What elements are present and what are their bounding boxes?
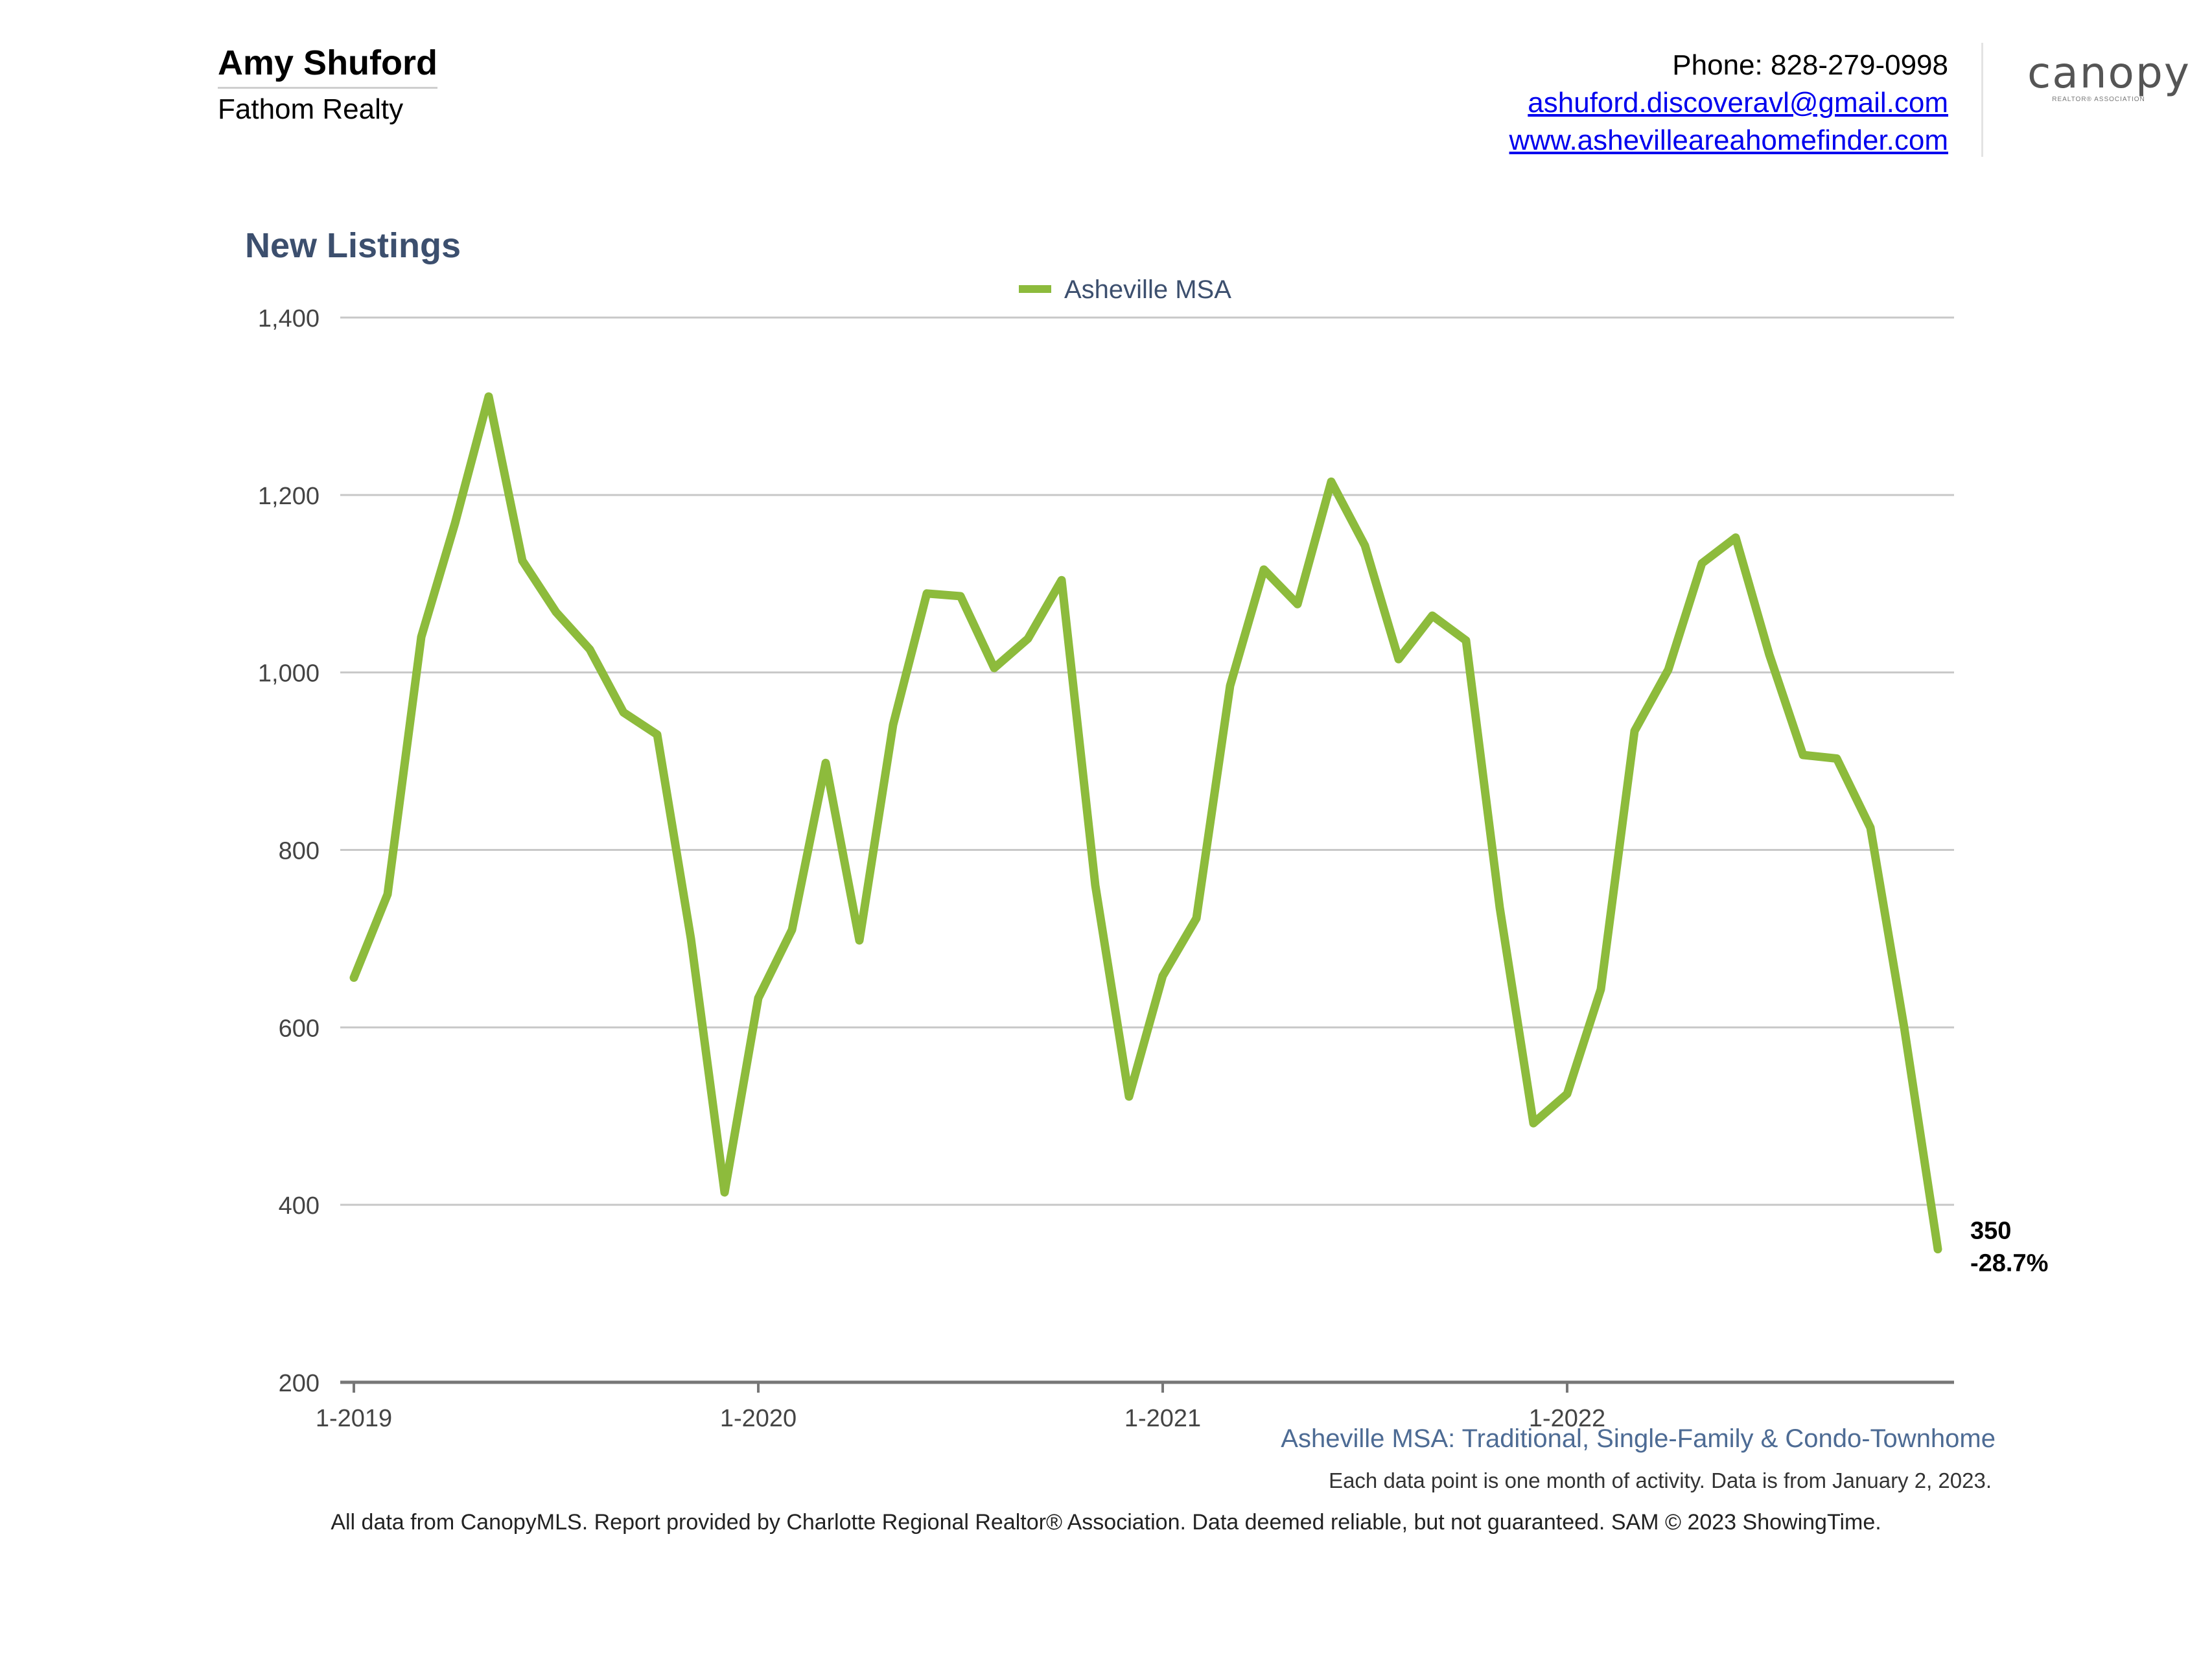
header-divider [1981,43,1983,157]
series-line [349,392,1942,1254]
logo-subtext: REALTOR® ASSOCIATION [2052,96,2145,103]
series-lines [349,392,1942,1254]
y-tick-label: 1,000 [258,660,320,688]
chart-subtitle: Asheville MSA: Traditional, Single-Famil… [1281,1424,1996,1453]
email-link[interactable]: ashuford.discoveravl@gmail.com [1528,87,1948,119]
x-tick-label: 1-2019 [316,1405,392,1432]
phone-number: Phone: 828-279-0998 [1672,49,1948,81]
x-axis: 1-2019 1-2020 1-2021 1-2022 [316,1380,1954,1432]
y-axis-ticks: 200 400 600 800 1,000 1,200 1,400 [258,305,320,1397]
end-annotation: 350 -28.7% [1970,1218,2048,1277]
y-tick-label: 1,400 [258,305,320,332]
agent-name: Amy Shuford [218,43,438,89]
legend-label: Asheville MSA [1064,275,1231,304]
logo-wordmark: canopy [2027,48,2191,98]
y-tick-label: 1,200 [258,483,320,510]
end-change-label: -28.7% [1970,1250,2048,1277]
end-value-label: 350 [1970,1218,2011,1245]
x-tick-label: 1-2021 [1124,1405,1201,1432]
gridlines [340,316,1954,1206]
chart-title: New Listings [245,226,461,265]
y-tick-label: 800 [279,838,320,865]
data-note: Each data point is one month of activity… [1329,1468,1992,1492]
canopy-logo: canopy REALTOR® ASSOCIATION [2027,48,2191,104]
y-tick-label: 400 [279,1192,320,1220]
footer-disclaimer: All data from CanopyMLS. Report provided… [331,1510,1881,1535]
x-tick-label: 1-2020 [720,1405,797,1432]
contact-block: Phone: 828-279-0998 ashuford.discoveravl… [1509,47,1948,159]
x-tick-label: 1-2022 [1529,1405,1605,1432]
y-tick-label: 600 [279,1015,320,1042]
legend: Asheville MSA [1019,275,1231,304]
agent-company: Fathom Realty [218,93,404,125]
y-tick-label: 200 [279,1370,320,1397]
website-link[interactable]: www.ashevilleareahomefinder.com [1509,124,1948,156]
